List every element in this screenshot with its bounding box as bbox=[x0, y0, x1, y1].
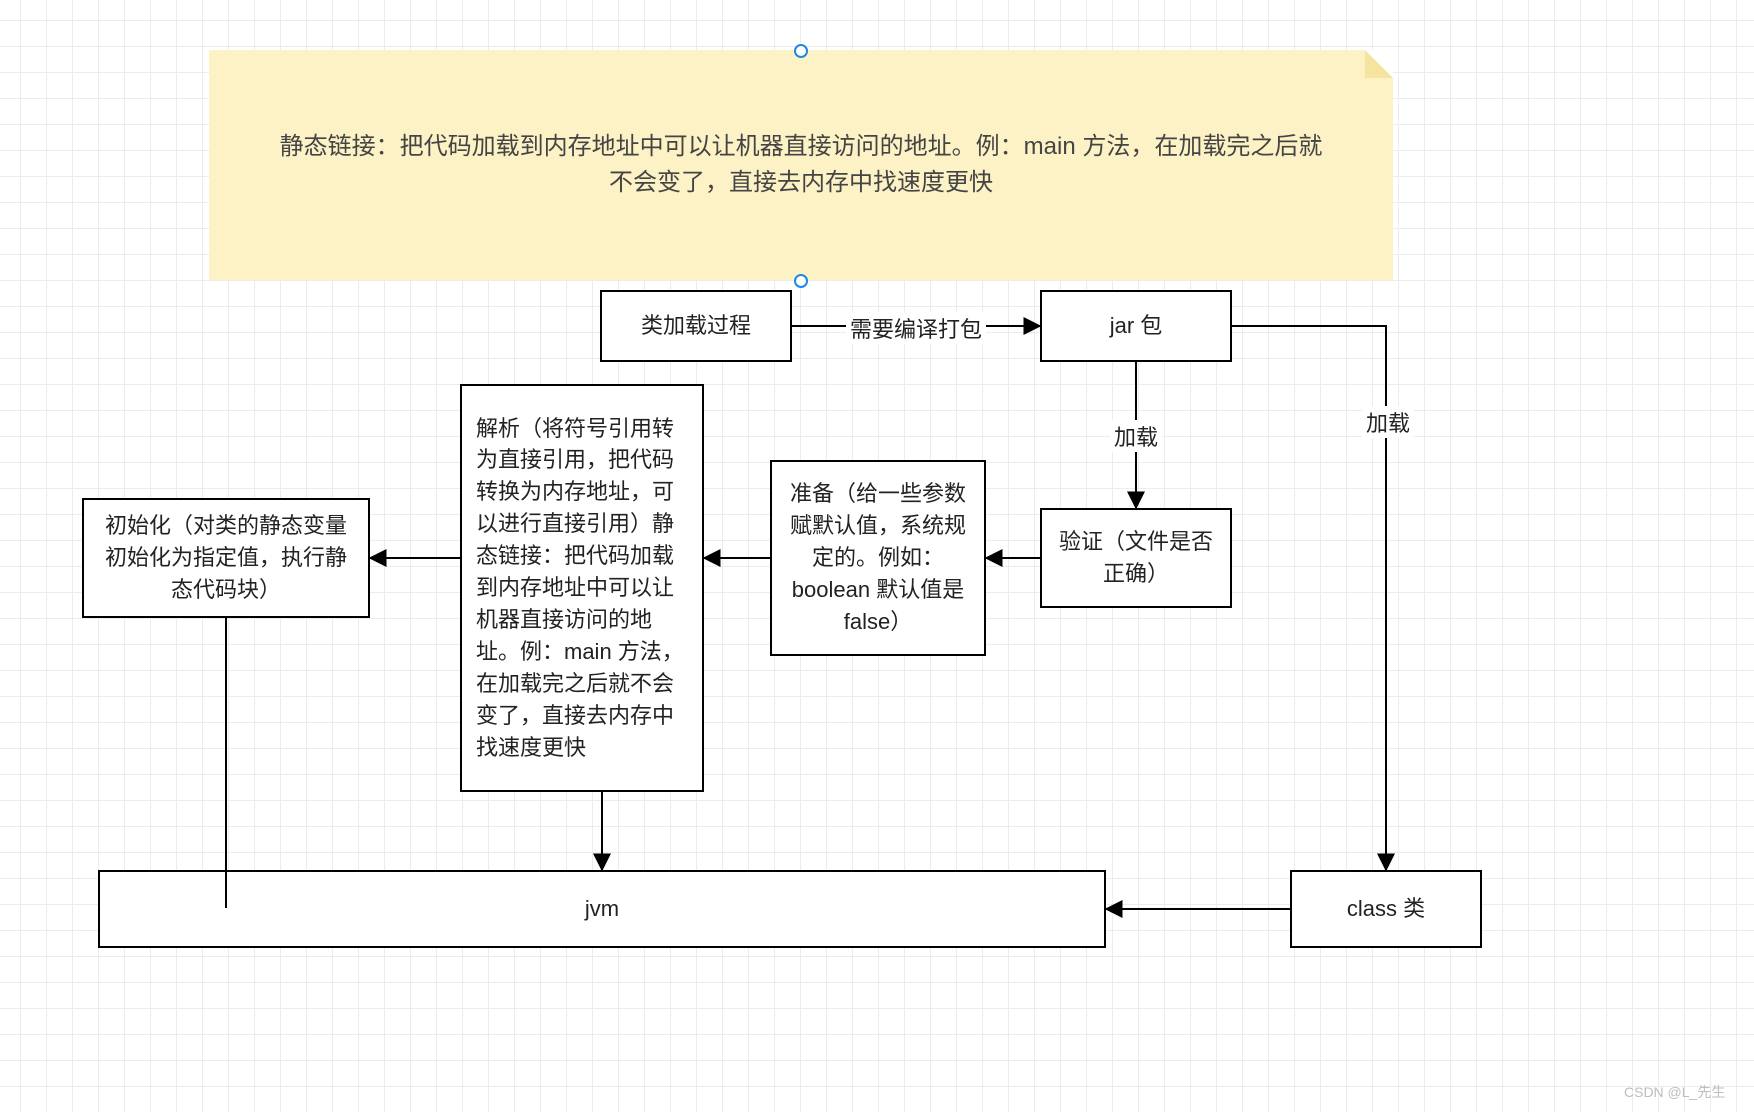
edge-label-use: 加载 bbox=[1362, 406, 1414, 438]
node-resolve[interactable]: 解析（将符号引用转为直接引用，把代码转换为内存地址，可以进行直接引用）静态链接：… bbox=[460, 384, 704, 792]
node-verify[interactable]: 验证（文件是否正确） bbox=[1040, 508, 1232, 608]
selection-handle[interactable] bbox=[794, 44, 808, 58]
node-init[interactable]: 初始化（对类的静态变量初始化为指定值，执行静态代码块） bbox=[82, 498, 370, 618]
node-jvm[interactable]: jvm bbox=[98, 870, 1106, 948]
node-label: class 类 bbox=[1347, 893, 1425, 925]
node-label: 解析（将符号引用转为直接引用，把代码转换为内存地址，可以进行直接引用）静态链接：… bbox=[476, 413, 688, 764]
edge-label-compile: 需要编译打包 bbox=[846, 312, 986, 344]
diagram-canvas: 静态链接：把代码加载到内存地址中可以让机器直接访问的地址。例：main 方法，在… bbox=[0, 0, 1754, 1112]
node-label: 初始化（对类的静态变量初始化为指定值，执行静态代码块） bbox=[98, 510, 354, 606]
selection-handle[interactable] bbox=[794, 274, 808, 288]
node-prepare[interactable]: 准备（给一些参数赋默认值，系统规定的。例如：boolean 默认值是 false… bbox=[770, 460, 986, 656]
node-label: 验证（文件是否正确） bbox=[1056, 526, 1216, 590]
sticky-note-text: 静态链接：把代码加载到内存地址中可以让机器直接访问的地址。例：main 方法，在… bbox=[269, 129, 1333, 201]
sticky-note[interactable]: 静态链接：把代码加载到内存地址中可以让机器直接访问的地址。例：main 方法，在… bbox=[209, 50, 1393, 280]
node-label: jvm bbox=[585, 893, 619, 925]
node-label: 类加载过程 bbox=[641, 310, 751, 342]
node-label: jar 包 bbox=[1110, 310, 1163, 342]
node-class[interactable]: class 类 bbox=[1290, 870, 1482, 948]
note-fold-icon bbox=[1365, 50, 1393, 78]
node-label: 准备（给一些参数赋默认值，系统规定的。例如：boolean 默认值是 false… bbox=[786, 478, 970, 637]
node-class-loading-process[interactable]: 类加载过程 bbox=[600, 290, 792, 362]
node-jar-package[interactable]: jar 包 bbox=[1040, 290, 1232, 362]
edge-label-load-1: 加载 bbox=[1110, 420, 1162, 452]
watermark: CSDN @L_先生 bbox=[1624, 1082, 1725, 1102]
